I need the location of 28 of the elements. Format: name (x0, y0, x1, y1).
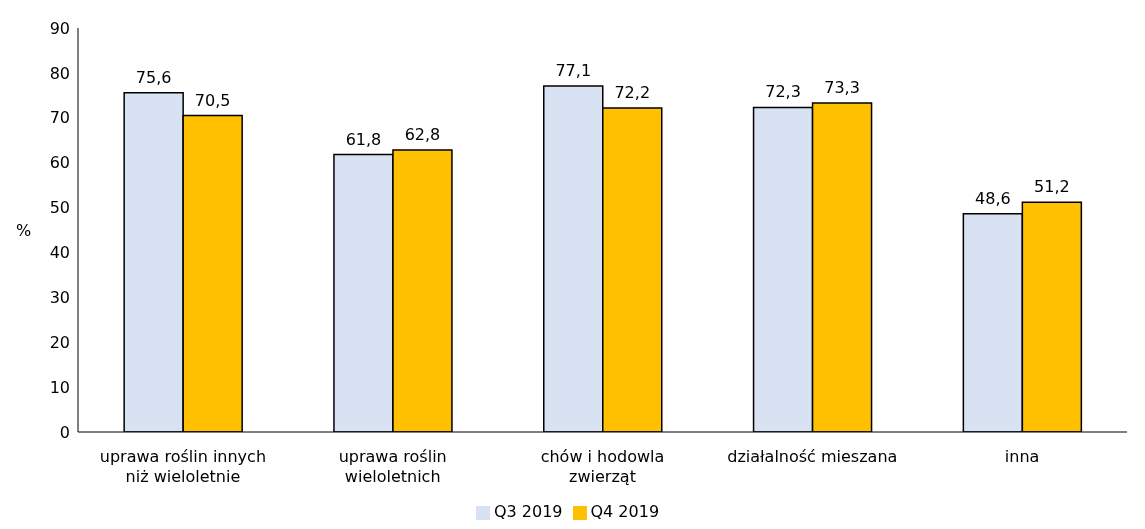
data-label: 73,3 (824, 77, 860, 97)
y-tick-label: 80 (49, 63, 70, 83)
x-tick-label: chów i hodowla zwierząt (540, 447, 665, 486)
legend-label: Q3 2019 (493, 502, 563, 521)
x-tick-label: uprawa roślin wieloletnich (338, 447, 447, 486)
y-tick-label: 70 (49, 108, 70, 128)
data-label: 72,2 (614, 82, 651, 102)
data-label: 62,8 (404, 125, 441, 145)
y-tick-label: 20 (49, 332, 70, 352)
y-tick-label: 10 (49, 377, 70, 397)
data-label: 51,2 (1034, 177, 1070, 197)
y-axis-title: % (16, 220, 32, 240)
data-label: 75,6 (135, 67, 172, 87)
y-tick-label: 0 (59, 422, 70, 442)
data-label: 70,5 (194, 90, 231, 110)
data-label: 77,1 (555, 60, 592, 80)
data-label: 61,8 (345, 129, 382, 149)
x-tick-label: działalność mieszana (727, 447, 898, 466)
legend-label: Q4 2019 (590, 502, 660, 521)
y-tick-label: 60 (49, 153, 70, 173)
y-tick-label: 30 (49, 288, 70, 308)
data-label: 48,6 (975, 188, 1011, 208)
y-tick-label: 40 (49, 243, 70, 263)
y-tick-label: 90 (49, 18, 70, 38)
data-label: 72,3 (765, 82, 801, 102)
x-tick-label: uprawa roślin innych niż wieloletnie (99, 447, 267, 486)
x-tick-label: inna (1004, 447, 1040, 466)
y-tick-label: 50 (49, 198, 70, 218)
